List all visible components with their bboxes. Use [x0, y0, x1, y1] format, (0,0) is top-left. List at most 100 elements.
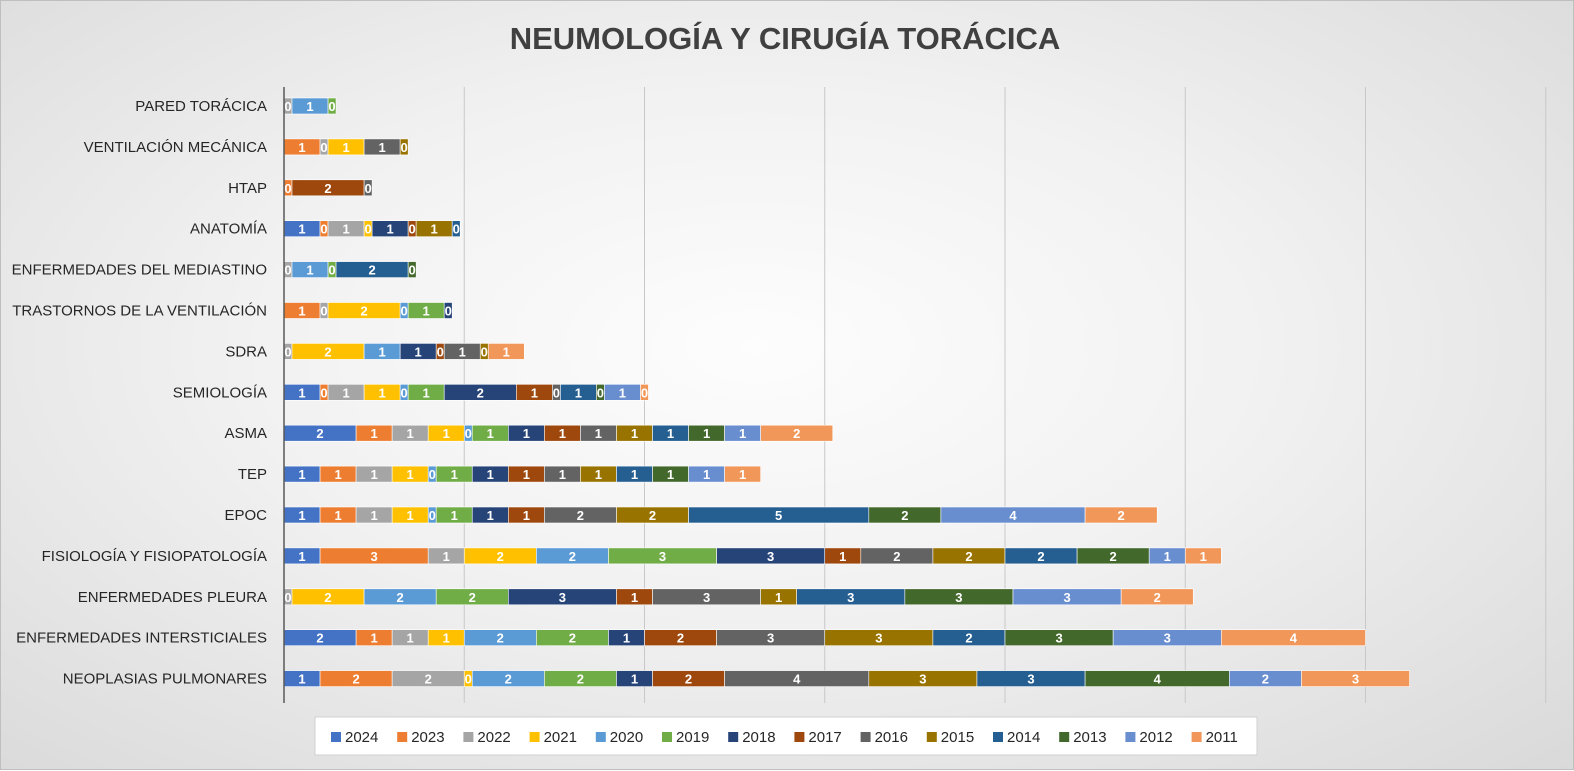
bar-segment — [327, 97, 337, 115]
bar-segment — [640, 383, 649, 401]
legend-swatch — [662, 732, 672, 742]
data-label: 0 — [481, 344, 488, 359]
data-label: 0 — [401, 140, 408, 155]
data-label: 0 — [597, 385, 604, 400]
legend-label: 2024 — [345, 729, 378, 746]
data-label: 2 — [324, 344, 331, 359]
legend-label: 2013 — [1073, 729, 1106, 746]
data-label: 1 — [306, 263, 313, 278]
bar-segment — [760, 424, 834, 442]
legend-swatch — [993, 732, 1003, 742]
data-label: 0 — [320, 140, 327, 155]
data-label: 0 — [284, 263, 291, 278]
data-label: 0 — [465, 672, 472, 687]
data-label: 2 — [577, 508, 584, 523]
data-label: 2 — [505, 672, 512, 687]
data-label: 2 — [893, 549, 900, 564]
data-label: 2 — [316, 631, 323, 646]
data-label: 2 — [1110, 549, 1117, 564]
data-label: 1 — [1200, 549, 1207, 564]
data-label: 3 — [371, 549, 378, 564]
legend-label: 2021 — [544, 729, 577, 746]
bar-segment — [1120, 588, 1194, 606]
legend-swatch — [794, 732, 805, 742]
data-label: 1 — [631, 672, 638, 687]
data-label: 2 — [497, 549, 504, 564]
data-label: 2 — [425, 672, 432, 687]
legend-label: 2014 — [1007, 729, 1040, 746]
data-label: 1 — [371, 426, 378, 441]
data-label: 1 — [298, 385, 305, 400]
data-label: 1 — [487, 508, 494, 523]
data-label: 1 — [667, 426, 674, 441]
data-label: 2 — [1037, 549, 1044, 564]
data-label: 3 — [1055, 631, 1062, 646]
bar-segments — [283, 97, 1410, 687]
data-label: 1 — [431, 222, 438, 237]
data-label: 5 — [775, 508, 782, 523]
data-label: 1 — [298, 140, 305, 155]
legend-swatch — [926, 732, 937, 742]
category-label: SEMIOLOGÍA — [173, 384, 267, 401]
data-label: 2 — [397, 590, 404, 605]
data-label: 2 — [324, 181, 331, 196]
data-label: 1 — [443, 426, 450, 441]
data-label: 3 — [847, 590, 854, 605]
category-label: HTAP — [228, 180, 267, 197]
data-label: 0 — [284, 344, 291, 359]
data-label: 1 — [667, 467, 674, 482]
data-label: 3 — [1352, 672, 1359, 687]
data-label: 1 — [371, 508, 378, 523]
data-label: 1 — [379, 385, 386, 400]
bar-segment — [487, 343, 525, 360]
legend-label: 2012 — [1139, 729, 1172, 746]
data-label: 1 — [415, 344, 422, 359]
data-label: 1 — [334, 467, 341, 482]
category-label: TEP — [238, 466, 267, 483]
category-label: EPOC — [224, 507, 267, 524]
legend-label: 2023 — [411, 729, 444, 746]
legend-label: 2019 — [676, 729, 709, 746]
data-label: 1 — [334, 508, 341, 523]
data-label: 4 — [1290, 631, 1298, 646]
data-label: 1 — [531, 385, 538, 400]
data-label: 2 — [793, 426, 800, 441]
data-label: 1 — [595, 467, 602, 482]
data-label: 1 — [487, 467, 494, 482]
data-label: 2 — [569, 549, 576, 564]
bar-segment — [443, 302, 453, 319]
data-label: 2 — [965, 549, 972, 564]
data-label: 0 — [364, 222, 371, 237]
data-label: 1 — [739, 467, 746, 482]
data-label: 1 — [387, 222, 394, 237]
data-label: 2 — [324, 590, 331, 605]
bar-segment — [1301, 670, 1410, 687]
data-label: 2 — [677, 631, 684, 646]
legend-swatch — [1125, 732, 1136, 742]
data-label: 1 — [443, 549, 450, 564]
data-label: 1 — [739, 426, 746, 441]
category-label: SDRA — [225, 343, 267, 360]
data-label: 1 — [839, 549, 846, 564]
legend-swatch — [728, 732, 739, 742]
data-label: 2 — [901, 508, 908, 523]
data-label: 2 — [1118, 508, 1125, 523]
data-label: 0 — [328, 263, 335, 278]
data-label: 1 — [298, 222, 305, 237]
data-label: 1 — [631, 590, 638, 605]
data-label: 0 — [453, 222, 460, 237]
legend-swatch — [331, 732, 341, 742]
legend-swatch — [1191, 732, 1202, 742]
data-label: 3 — [1027, 672, 1034, 687]
data-label: 3 — [1063, 590, 1070, 605]
data-label: 1 — [423, 385, 430, 400]
data-label: 1 — [523, 508, 530, 523]
legend-label: 2020 — [610, 729, 643, 746]
data-label: 0 — [465, 426, 472, 441]
data-label: 3 — [767, 631, 774, 646]
data-label: 1 — [575, 385, 582, 400]
data-label: 4 — [1009, 508, 1017, 523]
data-label: 1 — [631, 467, 638, 482]
legend-label: 2016 — [875, 729, 908, 746]
